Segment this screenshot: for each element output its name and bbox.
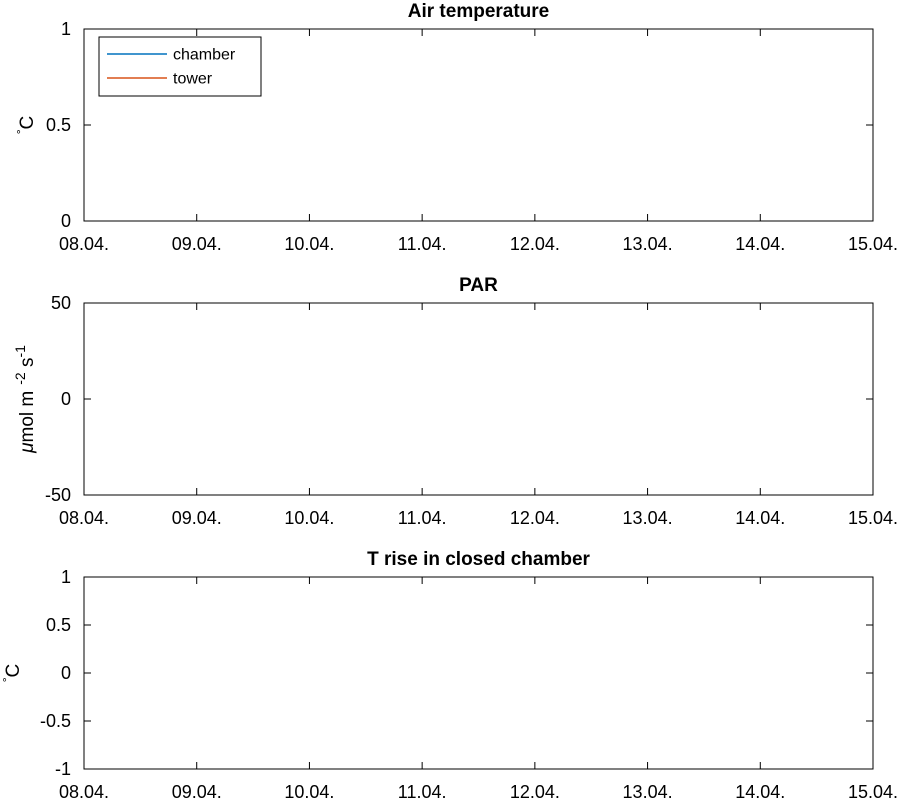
x-tick-label: 12.04. [510,508,560,528]
x-tick-label: 10.04. [284,234,334,254]
panel-air-temperature: Air temperature 08.04. 09.04. 10.04. 11.04.… [14,1,898,254]
y-tick-label: 0.5 [46,115,71,135]
x-tick-label: 10.04. [284,782,334,799]
y-axis-label-exp1: -2 [12,372,28,385]
y-tick-label: 50 [51,293,71,313]
x-tick-label: 08.04. [59,782,109,799]
y-axis-label-degree: ° [14,129,28,134]
x-tick-label: 09.04. [172,234,222,254]
y-axis-label-part1: mol m [17,391,38,443]
y-ticks: 00.51 [46,19,873,231]
x-tick-label: 09.04. [172,508,222,528]
x-tick-label: 12.04. [510,782,560,799]
x-tick-label: 12.04. [510,234,560,254]
panel-par: PAR 08.04. 09.04. 10.04. 11.04. 12.04. 13.04.… [12,275,898,528]
y-axis-label: °C [14,116,38,135]
x-tick-label: 08.04. [59,508,109,528]
legend-box [98,36,262,97]
plot-area [83,302,874,496]
x-ticks: 08.04. 09.04. 10.04. 11.04. 12.04. 13.04. 14.0… [59,29,898,254]
plot-area [83,576,874,770]
y-tick-label: -0.5 [40,711,71,731]
y-tick-label: 1 [61,567,71,587]
y-axis-label-unit: C [3,664,24,678]
y-axis-label-unit: C [17,116,38,130]
y-axis-label-mu: μ [17,442,38,454]
legend: chamber tower [98,36,262,97]
y-axis-label: μmol m -2 s-1 [12,345,38,454]
x-tick-label: 11.04. [398,782,447,799]
x-tick-label: 14.04. [735,508,785,528]
x-tick-label: 14.04. [735,782,785,799]
y-ticks: -1 -0.5 0 0.5 1 [40,567,873,779]
legend-label-chamber: chamber [173,47,236,64]
y-axis-label: °C [0,664,24,683]
y-tick-label: 0 [61,663,71,683]
x-tick-label: 13.04. [623,508,673,528]
y-tick-label: 1 [61,19,71,39]
x-tick-label: 13.04. [623,782,673,799]
x-tick-label: 09.04. [172,782,222,799]
y-tick-label: 0.5 [46,615,71,635]
chart-title: T rise in closed chamber [367,549,590,570]
x-tick-label: 11.04. [398,234,447,254]
y-tick-label: 0 [61,211,71,231]
panel-t-rise: T rise in closed chamber 08.04. 09.04. 10.… [0,549,898,799]
y-tick-label: -1 [55,759,71,779]
y-tick-label: -50 [45,485,71,505]
x-tick-label: 11.04. [398,508,447,528]
x-tick-label: 10.04. [284,508,334,528]
x-tick-label: 15.04. [848,508,898,528]
legend-label-tower: tower [173,71,213,88]
y-axis-label-part2: s [17,358,38,373]
x-tick-label: 13.04. [623,234,673,254]
x-tick-label: 15.04. [848,782,898,799]
chart-title: PAR [459,275,498,296]
y-axis-label-exp2: -1 [12,345,28,358]
y-ticks: -50 0 50 [45,293,873,505]
x-tick-label: 14.04. [735,234,785,254]
x-tick-label: 08.04. [59,234,109,254]
chart-title: Air temperature [408,1,550,22]
y-tick-label: 0 [61,389,71,409]
x-ticks: 08.04. 09.04. 10.04. 11.04. 12.04. 13.04. 14.0… [59,577,898,799]
x-tick-label: 15.04. [848,234,898,254]
y-axis-label-degree: ° [0,677,14,682]
x-ticks: 08.04. 09.04. 10.04. 11.04. 12.04. 13.04. 14.0… [59,303,898,528]
